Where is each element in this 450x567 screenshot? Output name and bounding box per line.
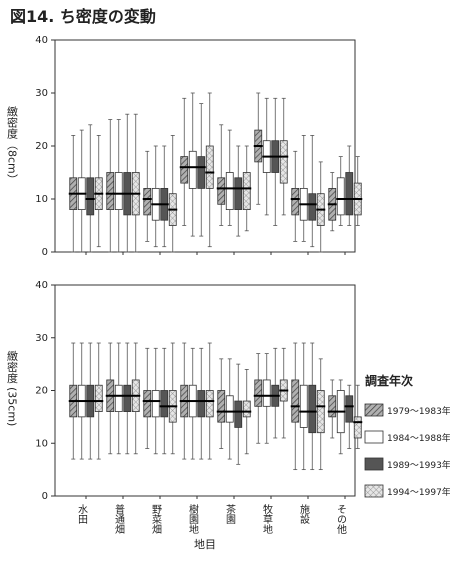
box <box>345 172 354 216</box>
legend-label: 1989～1993年 <box>387 459 450 471</box>
box <box>279 140 288 184</box>
x-axis-label: 地目 <box>194 538 216 551</box>
box <box>353 416 362 439</box>
box <box>336 177 345 216</box>
box <box>225 172 234 210</box>
y-tick-label: 0 <box>42 247 48 258</box>
y-axis-label: 緻密度（8cm） <box>6 106 19 185</box>
x-tick-label: 樹園地 <box>187 503 199 534</box>
box <box>345 395 354 423</box>
box <box>328 395 337 418</box>
box <box>197 390 206 418</box>
box <box>151 390 160 418</box>
legend-title: 調査年次 <box>365 373 413 388</box>
box <box>205 390 214 418</box>
box <box>308 384 317 434</box>
box <box>262 379 271 407</box>
box <box>225 395 234 423</box>
x-tick-label: 牧草地 <box>261 503 273 534</box>
box <box>160 390 169 418</box>
box <box>308 193 317 221</box>
x-tick-label: その他 <box>335 504 347 535</box>
x-tick-label: 施設 <box>298 503 310 525</box>
box <box>205 145 214 189</box>
box <box>234 177 243 211</box>
y-tick-label: 20 <box>35 141 48 152</box>
box <box>180 156 189 184</box>
box <box>316 390 325 434</box>
y-tick-label: 0 <box>42 491 48 502</box>
box <box>291 379 300 423</box>
legend-label: 1984～1988年 <box>387 432 450 444</box>
box <box>143 187 152 216</box>
y-tick-label: 10 <box>35 438 48 449</box>
y-tick-label: 20 <box>35 386 48 397</box>
box <box>242 172 251 210</box>
legend-label: 1979～1983年 <box>387 405 450 417</box>
y-tick-label: 40 <box>35 35 48 46</box>
y-tick-label: 30 <box>35 88 48 99</box>
box <box>299 384 308 428</box>
box <box>291 187 300 216</box>
box <box>188 150 197 189</box>
legend-swatch <box>364 430 384 444</box>
box <box>217 390 226 423</box>
box <box>143 390 152 418</box>
box <box>106 172 115 210</box>
box <box>242 400 251 418</box>
x-tick-label: 水田 <box>76 504 88 524</box>
y-axis-label: 緻密度 (35cm) <box>6 350 19 426</box>
box <box>197 156 206 189</box>
box <box>234 400 243 428</box>
box <box>123 384 132 413</box>
legend-swatch <box>364 403 384 417</box>
x-tick-label: 野菜畑 <box>150 504 162 534</box>
y-tick-label: 10 <box>35 194 48 205</box>
figure-title: 図14. ち密度の変動 <box>10 7 156 26</box>
box <box>254 379 263 407</box>
y-tick-label: 30 <box>35 333 48 344</box>
legend-swatch <box>364 484 384 498</box>
x-tick-label: 普通畑 <box>113 503 125 534</box>
box <box>217 177 226 205</box>
legend-label: 1994～1997年 <box>387 486 450 498</box>
box <box>94 384 103 413</box>
x-tick-label: 茶園 <box>224 503 236 525</box>
box <box>114 172 123 210</box>
legend-swatch <box>364 457 384 471</box>
box <box>86 177 95 216</box>
box <box>114 384 123 413</box>
y-tick-label: 40 <box>35 280 48 291</box>
